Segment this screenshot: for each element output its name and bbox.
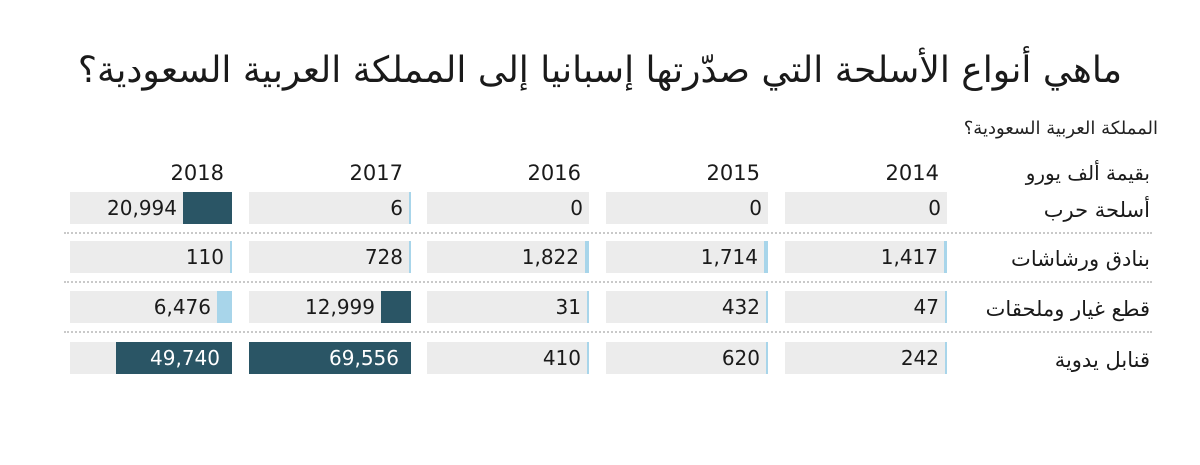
value-bar	[943, 241, 947, 273]
table-cell: 31	[427, 291, 589, 323]
row-divider	[64, 281, 1152, 283]
year-header-2016: 2016	[527, 161, 581, 185]
value-bar	[230, 241, 232, 273]
year-header-2014: 2014	[885, 161, 939, 185]
table-cell: 69,556	[249, 342, 411, 374]
cell-value: 620	[721, 346, 760, 370]
table-cell: 410	[427, 342, 589, 374]
table-cell: 1,714	[606, 241, 768, 273]
value-bar	[764, 241, 768, 273]
chart-title: ماهي أنواع الأسلحة التي صدّرتها إسبانيا …	[77, 50, 1123, 91]
value-bar	[766, 291, 768, 323]
table-cell: 6	[249, 192, 411, 224]
cell-value: 49,740	[150, 346, 220, 370]
cell-value: 47	[913, 295, 939, 319]
value-bar	[766, 342, 768, 374]
cell-value: 432	[721, 295, 760, 319]
cell-value: 110	[185, 245, 224, 269]
row-label: بنادق ورشاشات	[1011, 247, 1150, 271]
table-cell: 6,476	[70, 291, 232, 323]
table-cell: 432	[606, 291, 768, 323]
value-bar	[409, 241, 411, 273]
cell-value: 0	[928, 196, 941, 220]
row-label: قنابل يدوية	[1054, 348, 1150, 372]
value-bar	[116, 342, 232, 374]
row-label: قطع غيار وملحقات	[985, 297, 1150, 321]
table-cell: 20,994	[70, 192, 232, 224]
table-cell: 0	[785, 192, 947, 224]
value-bar	[216, 291, 232, 323]
cell-value: 728	[364, 245, 403, 269]
value-bar	[380, 291, 411, 323]
table-cell: 0	[427, 192, 589, 224]
value-bar	[409, 192, 411, 224]
year-header-2015: 2015	[706, 161, 760, 185]
cell-value: 69,556	[329, 346, 399, 370]
year-header-2018: 2018	[170, 161, 224, 185]
cell-value: 1,714	[700, 245, 758, 269]
table-cell: 0	[606, 192, 768, 224]
cell-value: 6,476	[153, 295, 211, 319]
table-cell: 110	[70, 241, 232, 273]
row-divider	[64, 331, 1152, 333]
table-cell: 620	[606, 342, 768, 374]
value-bar	[584, 241, 589, 273]
cell-value: 6	[390, 196, 403, 220]
row-label: أسلحة حرب	[1043, 198, 1150, 222]
table-cell: 1,822	[427, 241, 589, 273]
value-bar	[587, 291, 589, 323]
cell-value: 1,417	[880, 245, 938, 269]
cell-value: 31	[555, 295, 581, 319]
value-bar	[587, 342, 589, 374]
cell-value: 242	[900, 346, 939, 370]
cell-value: 12,999	[305, 295, 375, 319]
value-bar	[945, 342, 947, 374]
table-cell: 1,417	[785, 241, 947, 273]
row-divider	[64, 232, 1152, 234]
cell-value: 0	[749, 196, 762, 220]
table-cell: 49,740	[70, 342, 232, 374]
cell-value: 0	[570, 196, 583, 220]
chart-subtitle: المملكة العربية السعودية؟	[963, 118, 1158, 139]
value-bar	[945, 291, 947, 323]
value-bar	[183, 192, 232, 224]
cell-value: 410	[542, 346, 581, 370]
table-cell: 242	[785, 342, 947, 374]
cell-value: 20,994	[107, 196, 177, 220]
value-bar	[249, 342, 411, 374]
year-header-2017: 2017	[349, 161, 403, 185]
table-cell: 728	[249, 241, 411, 273]
cell-value: 1,822	[521, 245, 579, 269]
table-cell: 47	[785, 291, 947, 323]
unit-label: بقيمة ألف يورو	[1025, 161, 1150, 185]
table-cell: 12,999	[249, 291, 411, 323]
